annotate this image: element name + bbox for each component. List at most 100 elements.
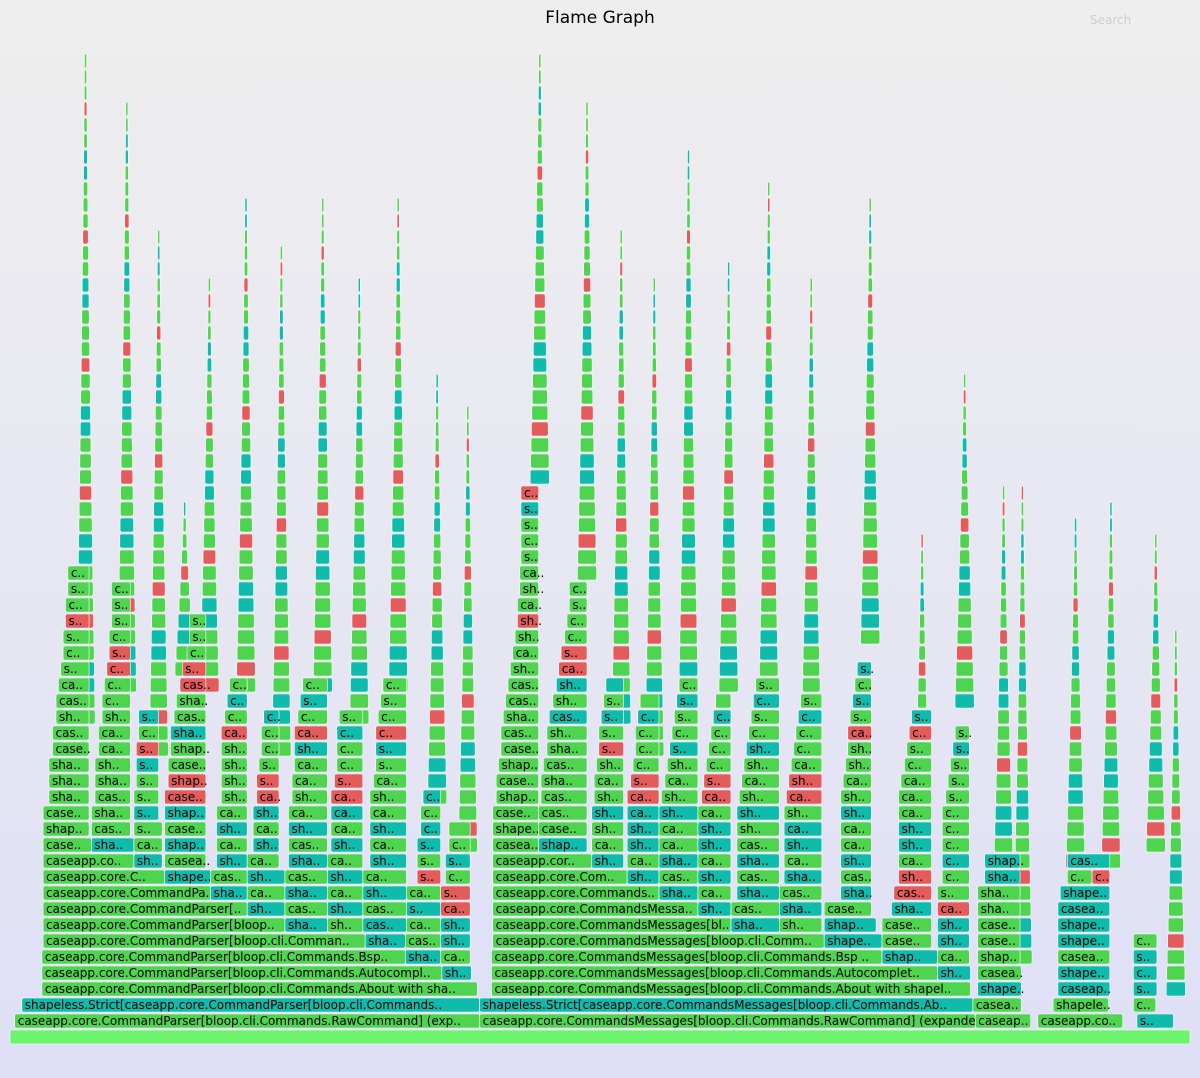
flame-frame-tower-0-50[interactable] bbox=[82, 229, 89, 245]
flame-frame-tower-8-41[interactable] bbox=[356, 373, 362, 389]
flame-frame-tower-23-27-rect[interactable] bbox=[1000, 597, 1007, 613]
flame-frame-tower-18-41[interactable] bbox=[764, 373, 773, 389]
flame-frame-377[interactable]: c.. bbox=[520, 533, 539, 549]
flame-frame-tower-22-37[interactable] bbox=[962, 437, 968, 453]
flame-frame-tower-25-28-rect[interactable] bbox=[1073, 581, 1078, 597]
flame-frame-tower-18-23-rect[interactable] bbox=[759, 661, 779, 677]
flame-frame-tower-26-16[interactable] bbox=[1103, 773, 1119, 789]
flame-frame-195-rect[interactable] bbox=[840, 805, 872, 821]
flame-frame-tower-2-50-rect[interactable] bbox=[157, 229, 161, 245]
flame-frame-86[interactable]: cas.. bbox=[893, 885, 932, 901]
flame-frame-tower-17-37[interactable] bbox=[724, 437, 733, 453]
flame-frame-tower-1-52[interactable] bbox=[124, 197, 130, 213]
flame-frame-tower-17-23-rect[interactable] bbox=[719, 661, 739, 677]
flame-frame-25-rect[interactable] bbox=[491, 949, 883, 965]
flame-frame-tower-7-25[interactable] bbox=[313, 629, 332, 645]
flame-frame-tower-8-45-rect[interactable] bbox=[357, 309, 361, 325]
flame-frame-tower-20-40-rect[interactable] bbox=[865, 389, 875, 405]
flame-frame-tower-7-40-rect[interactable] bbox=[318, 389, 327, 405]
flame-frame-tower-0-30[interactable] bbox=[78, 549, 93, 565]
flame-frame-tower-0-36[interactable] bbox=[79, 453, 92, 469]
flame-frame-tower-14-39-rect[interactable] bbox=[617, 405, 626, 421]
flame-frame-201[interactable]: case.. bbox=[164, 789, 207, 805]
flame-frame-tower-1-43-rect[interactable] bbox=[122, 341, 132, 357]
flame-frame-tower-4-41-rect[interactable] bbox=[206, 373, 213, 389]
flame-frame-28-rect[interactable] bbox=[977, 949, 1021, 965]
flame-frame-199[interactable]: cas.. bbox=[94, 789, 131, 805]
flame-frame-tower-6-49[interactable] bbox=[280, 245, 283, 261]
flame-frame-332[interactable]: s.. bbox=[852, 693, 872, 709]
flame-frame-tower-28-6-rect[interactable] bbox=[1167, 933, 1185, 949]
flame-frame-159[interactable]: sh.. bbox=[216, 821, 248, 837]
flame-frame-63[interactable]: caseapp.core.CommandsMessa.. bbox=[492, 901, 699, 917]
flame-frame-tower-20-26[interactable] bbox=[860, 613, 880, 629]
flame-frame-tower-19-26-rect[interactable] bbox=[803, 613, 819, 629]
flame-frame-tower-20-40[interactable] bbox=[865, 389, 875, 405]
flame-frame-201-rect[interactable] bbox=[164, 789, 207, 805]
flame-frame-368-rect[interactable] bbox=[517, 597, 539, 613]
flame-frame-366-rect[interactable] bbox=[65, 597, 90, 613]
flame-frame-tower-13-44[interactable] bbox=[582, 325, 592, 341]
flame-frame-tower-15-35[interactable] bbox=[650, 469, 659, 485]
flame-frame-tower-6-32-rect[interactable] bbox=[276, 517, 287, 533]
flame-frame-tower-0-59-rect[interactable] bbox=[83, 85, 88, 101]
flame-frame-tower-20-33[interactable] bbox=[863, 501, 878, 517]
flame-frame-200-rect[interactable] bbox=[133, 789, 159, 805]
flame-frame-261-rect[interactable] bbox=[135, 741, 159, 757]
flame-frame-31[interactable]: caseapp.core.CommandParser[bloop.cli.Com… bbox=[42, 933, 366, 949]
flame-frame-tower-20-43[interactable] bbox=[866, 341, 874, 357]
flame-frame-tower-20-30[interactable] bbox=[862, 549, 879, 565]
flame-frame-tower-2-33-rect[interactable] bbox=[153, 501, 164, 517]
flame-frame-tower-16-30-rect[interactable] bbox=[681, 549, 696, 565]
flame-frame-tower-9-44[interactable] bbox=[395, 325, 402, 341]
flame-frame-tower-26-12-rect[interactable] bbox=[1101, 837, 1121, 853]
flame-frame-tower-0-51[interactable] bbox=[82, 213, 89, 229]
flame-frame-tower-22-41-rect[interactable] bbox=[963, 373, 966, 389]
flame-frame-318[interactable]: cas.. bbox=[55, 693, 90, 709]
flame-frame-tower-21-31-rect[interactable] bbox=[920, 533, 924, 549]
flame-frame-tower-7-23-rect[interactable] bbox=[313, 661, 333, 677]
flame-frame-207-rect[interactable] bbox=[422, 789, 442, 805]
flame-frame-tower-13-35[interactable] bbox=[579, 469, 595, 485]
flame-frame-tower-8-33[interactable] bbox=[354, 501, 365, 517]
flame-frame-tower-12-53-rect[interactable] bbox=[536, 181, 544, 197]
flame-frame-7[interactable]: casea.. bbox=[972, 997, 1022, 1013]
flame-frame-tower-13-47[interactable] bbox=[583, 277, 591, 293]
flame-frame-tower-18-23[interactable] bbox=[759, 661, 779, 677]
flame-frame-tower-5-41-rect[interactable] bbox=[242, 373, 250, 389]
flame-frame-tower-22-27-rect[interactable] bbox=[957, 597, 972, 613]
flame-frame-50[interactable]: sh.. bbox=[779, 917, 823, 933]
flame-frame-346-rect[interactable] bbox=[106, 661, 131, 677]
flame-frame-tower-10-35[interactable] bbox=[434, 469, 440, 485]
flame-frame-tower-0-45-rect[interactable] bbox=[81, 309, 90, 325]
flame-frame-245-rect[interactable] bbox=[294, 757, 328, 773]
flame-frame-164[interactable]: c.. bbox=[420, 821, 442, 837]
flame-frame-tower-27-16-rect[interactable] bbox=[1148, 773, 1164, 789]
flame-frame-tower-23-30-rect[interactable] bbox=[1001, 549, 1006, 565]
flame-frame-tower-26-26[interactable] bbox=[1107, 613, 1115, 629]
flame-frame-tower-1-43[interactable] bbox=[122, 341, 132, 357]
flame-frame-tower-15-26-rect[interactable] bbox=[647, 613, 662, 629]
flame-frame-48[interactable]: caseapp.core.CommandsMessages[bl.. bbox=[492, 917, 732, 933]
flame-frame-tower-11-31-rect[interactable] bbox=[464, 533, 472, 549]
flame-frame-311-rect[interactable] bbox=[637, 709, 660, 725]
flame-frame-tower-17-30[interactable] bbox=[721, 549, 736, 565]
flame-frame-tower-12-37-rect[interactable] bbox=[530, 437, 549, 453]
flame-frame-tower-17-40[interactable] bbox=[725, 389, 732, 405]
flame-frame-tower-8-26[interactable] bbox=[351, 613, 367, 629]
flame-frame-220[interactable]: sha.. bbox=[94, 773, 131, 789]
flame-frame-146[interactable]: ca.. bbox=[591, 837, 624, 853]
flame-frame-tower-9-42[interactable] bbox=[394, 357, 402, 373]
flame-frame-tower-5-51[interactable] bbox=[244, 213, 248, 229]
flame-frame-tower-16-23[interactable] bbox=[678, 661, 699, 677]
flame-frame-12[interactable]: shape.. bbox=[977, 981, 1025, 997]
flame-frame-tower-25-19[interactable] bbox=[1069, 725, 1082, 741]
flame-frame-tower-3-31-rect[interactable] bbox=[182, 533, 188, 549]
flame-frame-tower-24-21[interactable] bbox=[1017, 693, 1027, 709]
flame-frame-319[interactable]: c.. bbox=[101, 693, 131, 709]
flame-frame-tower-1-39-rect[interactable] bbox=[121, 405, 133, 421]
flame-frame-tower-21-22-rect[interactable] bbox=[917, 677, 927, 693]
flame-frame-204-rect[interactable] bbox=[291, 789, 328, 805]
flame-frame-tower-7-30-rect[interactable] bbox=[315, 549, 330, 565]
flame-frame-tower-27-20[interactable] bbox=[1150, 709, 1162, 725]
